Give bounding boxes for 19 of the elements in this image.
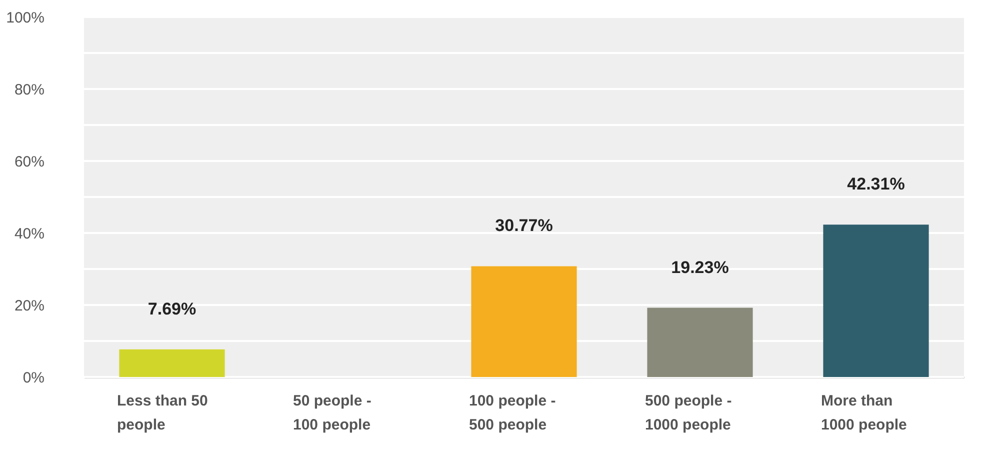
bar: [823, 224, 929, 377]
x-tick-label: 100 people - 500 people: [469, 392, 556, 434]
x-tick-label: More than 1000 people: [821, 392, 907, 434]
data-label: 7.69%: [148, 299, 196, 318]
bar: [647, 308, 753, 377]
y-tick-label: 0%: [22, 370, 44, 386]
y-tick-label: 40%: [14, 226, 44, 242]
x-tick-label: Less than 50 people: [117, 392, 208, 434]
x-tick-label: 50 people - 100 people: [293, 392, 372, 434]
data-label: 42.31%: [847, 174, 905, 194]
y-tick-label: 20%: [14, 298, 44, 314]
y-tick-label: 80%: [14, 82, 44, 98]
x-tick-label: 500 people - 1000 people: [645, 392, 732, 434]
data-label: 30.77%: [495, 216, 553, 236]
data-label: 19.23%: [671, 258, 729, 277]
y-tick-label: 60%: [14, 154, 44, 170]
bar: [471, 266, 577, 377]
bar: [119, 349, 225, 377]
y-tick-label: 100%: [6, 10, 44, 26]
